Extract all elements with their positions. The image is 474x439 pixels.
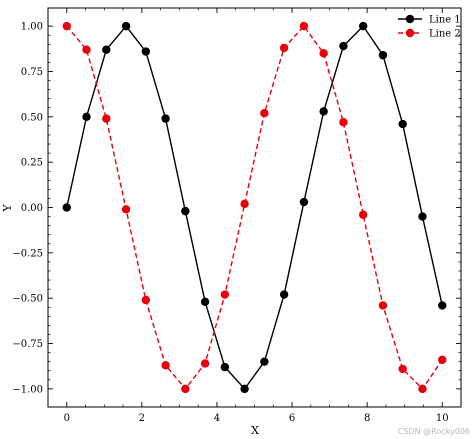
series-line-2 [66,25,443,390]
series-1-point [339,41,348,51]
series-2-point [121,205,131,214]
series-2-point [319,49,328,58]
series-2-point [418,384,427,394]
series-1-point [161,114,170,123]
plot-area [62,21,447,394]
series-2-point [62,21,71,31]
legend-label-2: Line 2 [429,29,461,40]
series-1-point [438,301,447,310]
series-1-point [220,362,230,372]
series-2-point [339,118,348,127]
series-2-point [82,45,91,54]
axes: 0 2 4 6 8 10 −1.00 −0.75 −0.50 −0.25 0.00 0.25 0.50 0… [12,7,462,424]
series-2-point [240,199,249,209]
series-1-point [398,119,407,129]
series-1-point [358,21,368,31]
x-tick-label: 4 [214,413,220,424]
legend-marker-1 [405,14,415,24]
series-1-point [279,290,289,299]
x-tick-label: 8 [364,413,370,424]
series-1-point [141,47,151,56]
y-tick-label: −0.50 [12,294,43,305]
series-1-point [418,212,427,221]
series-1-point [121,21,131,31]
x-axis-title: X [251,424,259,437]
series-2-point [378,301,388,310]
y-axis-title: Y [1,204,14,213]
series-line-1 [66,25,443,390]
series-2-point [398,364,407,374]
series-1-point [299,197,309,207]
series-2-point [260,108,269,118]
y-tick-label: 0.25 [21,158,43,169]
series-1-point [260,357,269,366]
y-tick-label: 0.00 [21,203,43,214]
series-2-point [358,210,368,219]
series-1-point [378,50,388,60]
series-1-point [181,206,190,216]
legend-label-1: Line 1 [429,15,461,26]
series-1-point [102,45,111,54]
y-tick-label: −0.25 [12,248,43,259]
series-2-point [279,43,289,53]
series-2-point [220,290,230,299]
legend: Line 1 Line 2 [398,15,461,40]
y-tick-label: −0.75 [12,339,43,350]
x-tick-label: 6 [289,413,295,424]
y-tick-label: 0.50 [21,112,43,123]
series-1-point [82,112,91,122]
y-tick-label: 0.75 [21,67,43,78]
series-1-point [240,384,249,394]
series-2-point [102,114,111,123]
x-tick-label: 0 [64,413,70,424]
series-1-point [319,107,328,116]
y-tick-label: −1.00 [12,384,43,395]
series-2-point [161,361,170,370]
legend-marker-2 [405,28,415,38]
series-2-point [141,295,151,305]
series-2-point [200,359,210,368]
y-tick-label: 1.00 [21,22,43,33]
series-1-point [62,203,71,212]
series-2-point [438,355,447,365]
series-2-point [181,384,190,394]
x-tick-label: 2 [139,413,145,424]
series-2-point [299,21,309,31]
x-tick-label: 10 [436,413,449,424]
watermark: CSDN @Rocky006 [398,427,470,436]
series-1-point [200,297,210,307]
